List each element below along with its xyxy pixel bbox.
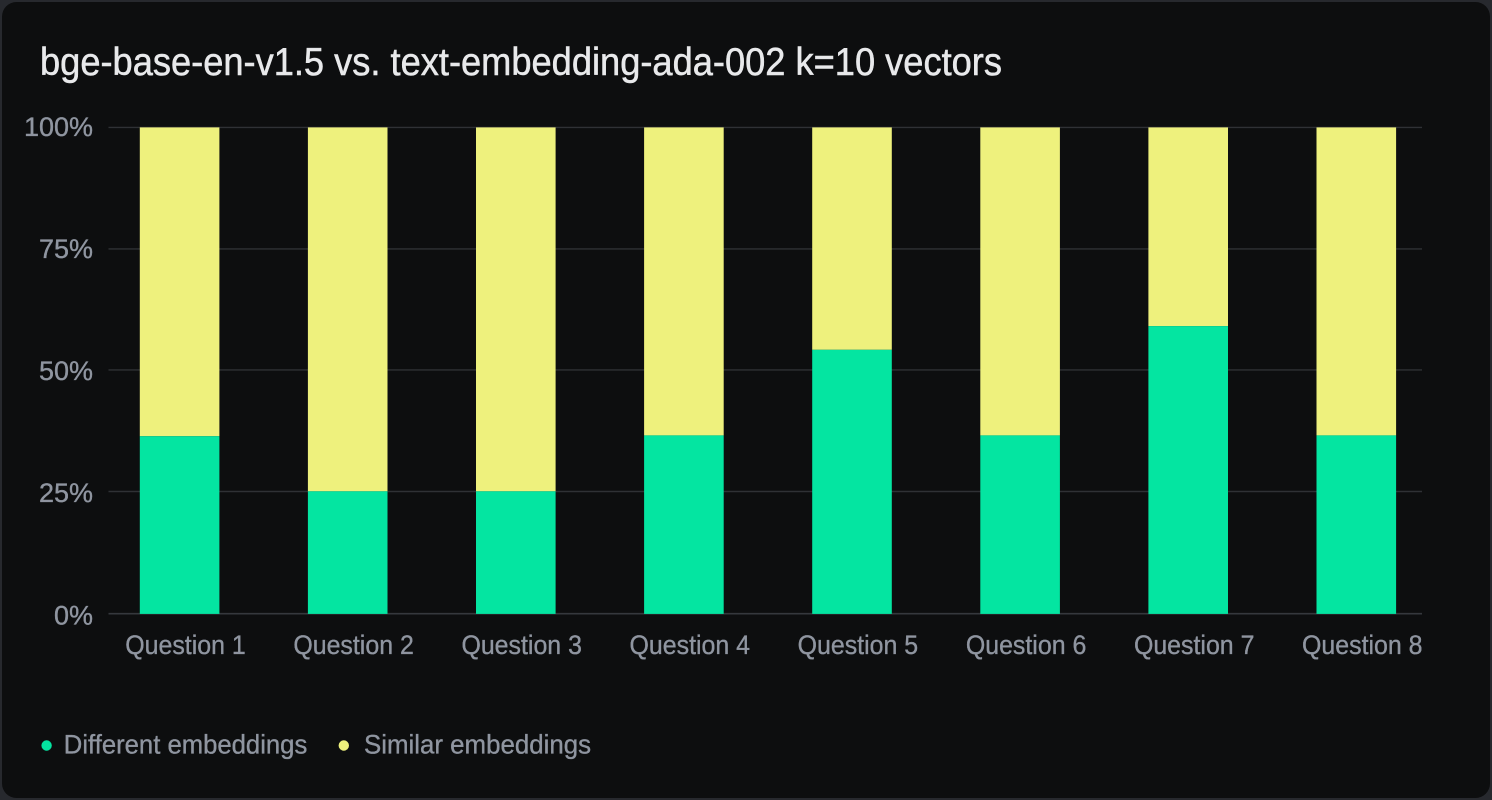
svg-text:Question 2: Question 2 bbox=[293, 630, 414, 660]
svg-text:50%: 50% bbox=[39, 356, 93, 386]
svg-text:100%: 100% bbox=[24, 112, 93, 142]
svg-text:Question 4: Question 4 bbox=[630, 630, 751, 660]
svg-text:25%: 25% bbox=[39, 478, 93, 508]
svg-text:Question 3: Question 3 bbox=[461, 630, 582, 660]
svg-text:Similar embeddings: Similar embeddings bbox=[364, 730, 591, 760]
svg-text:Question 7: Question 7 bbox=[1134, 630, 1255, 660]
svg-text:75%: 75% bbox=[39, 234, 93, 264]
svg-text:0%: 0% bbox=[54, 600, 93, 630]
svg-text:Question 8: Question 8 bbox=[1302, 630, 1423, 660]
svg-text:Question 5: Question 5 bbox=[798, 630, 919, 660]
svg-text:Different embeddings: Different embeddings bbox=[64, 730, 307, 760]
svg-text:Question 1: Question 1 bbox=[125, 630, 246, 660]
svg-text:bge-base-en-v1.5 vs. text-embe: bge-base-en-v1.5 vs. text-embedding-ada-… bbox=[40, 41, 1002, 84]
svg-text:Question 6: Question 6 bbox=[966, 630, 1087, 660]
